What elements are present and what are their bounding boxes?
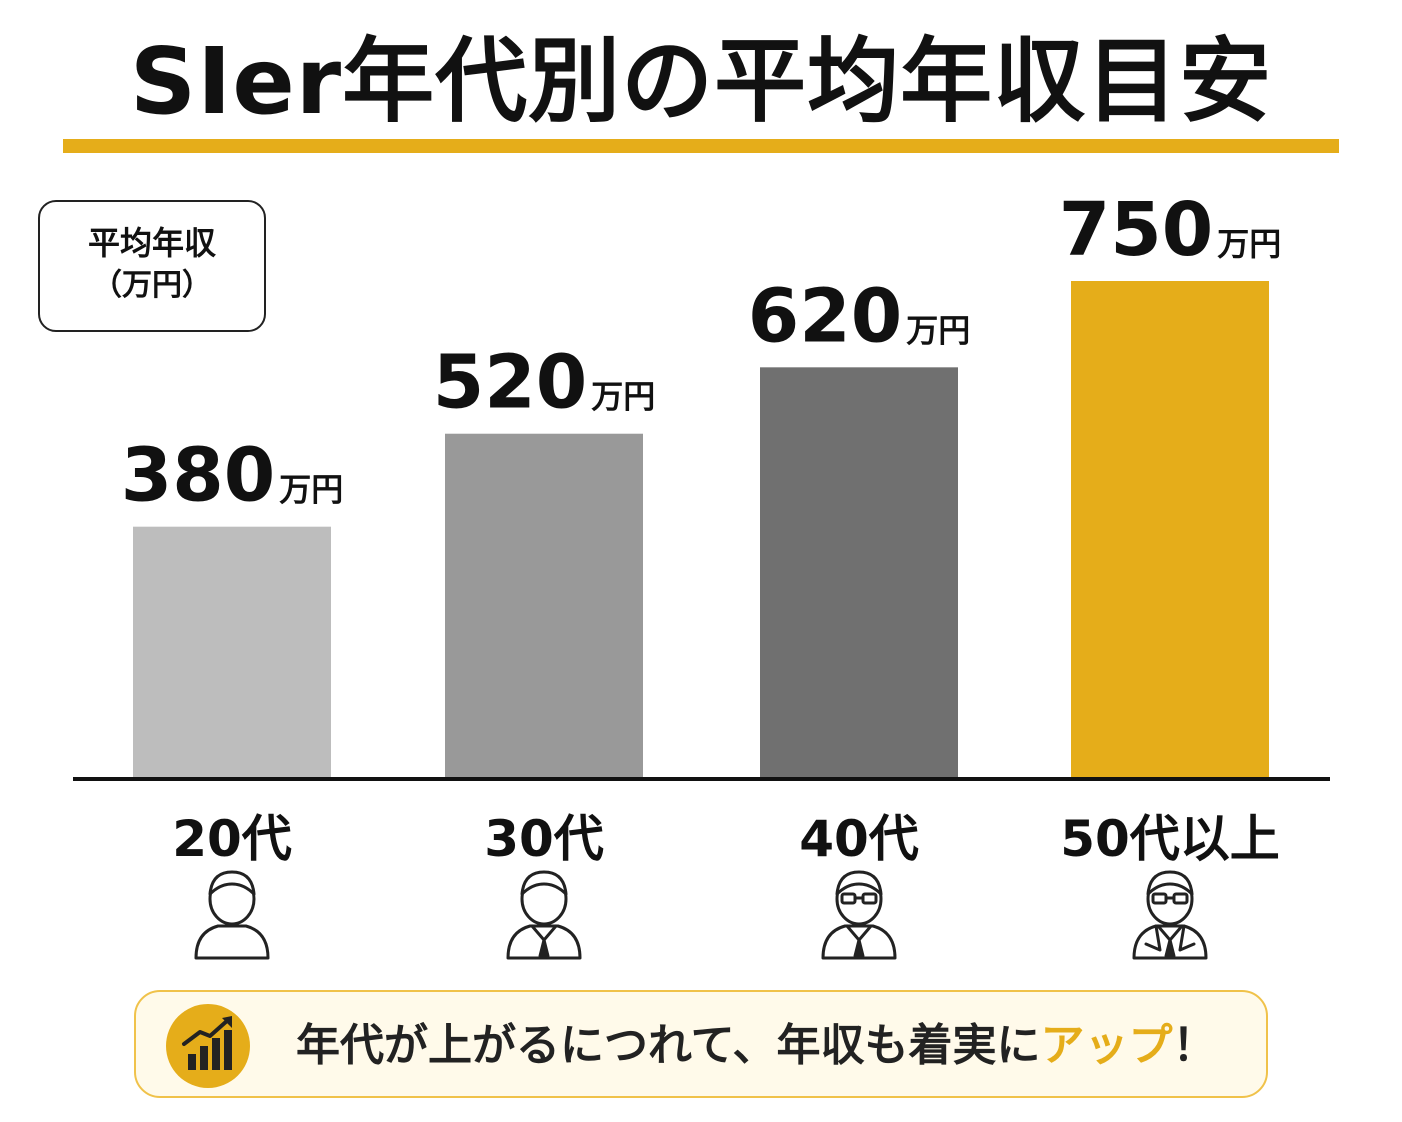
value-number-2: 620 <box>748 273 902 359</box>
value-unit-3: 万円 <box>1217 225 1281 263</box>
value-label-3: 750 万円 <box>1059 187 1281 273</box>
y-axis-label-line2: （万円） <box>92 268 212 303</box>
callout-text-accent: アップ <box>1040 1020 1173 1071</box>
value-number-3: 750 <box>1059 187 1213 273</box>
bar-2 <box>760 367 958 779</box>
value-unit-0: 万円 <box>279 471 343 509</box>
category-label-3: 50代以上 <box>1060 810 1280 868</box>
value-label-0: 380 万円 <box>121 433 343 519</box>
value-label-2: 620 万円 <box>748 273 970 359</box>
title-underline <box>63 139 1339 153</box>
chart-title: SIer年代別の平均年収目安 <box>129 28 1273 135</box>
y-axis-label-line1: 平均年収 <box>87 224 216 262</box>
value-unit-2: 万円 <box>906 311 970 349</box>
callout-text: 年代が上がるにつれて、年収も着実にアップ！ <box>296 992 1216 1100</box>
callout-text-end: ！ <box>1172 1020 1217 1071</box>
bar-0 <box>133 526 331 779</box>
category-label-0: 20代 <box>172 810 292 868</box>
value-number-0: 380 <box>121 433 275 519</box>
category-label-1: 30代 <box>484 810 604 868</box>
y-axis-unit-box: 平均年収 （万円） <box>38 200 266 332</box>
value-number-1: 520 <box>433 340 587 426</box>
value-label-1: 520 万円 <box>433 340 655 426</box>
person-glasses-tie-icon <box>821 870 897 960</box>
category-label-2: 40代 <box>799 810 919 868</box>
person-glasses-suit-icon <box>1132 870 1208 960</box>
bar-3 <box>1071 281 1269 779</box>
bar-1 <box>445 433 643 779</box>
callout-text-main: 年代が上がるにつれて、年収も着実に <box>296 1020 1041 1071</box>
person-icon <box>194 870 270 960</box>
summary-callout: 年代が上がるにつれて、年収も着実にアップ！ <box>134 990 1268 1098</box>
value-unit-1: 万円 <box>591 378 655 416</box>
person-tie-icon <box>506 870 582 960</box>
chart-up-icon <box>166 1004 250 1088</box>
